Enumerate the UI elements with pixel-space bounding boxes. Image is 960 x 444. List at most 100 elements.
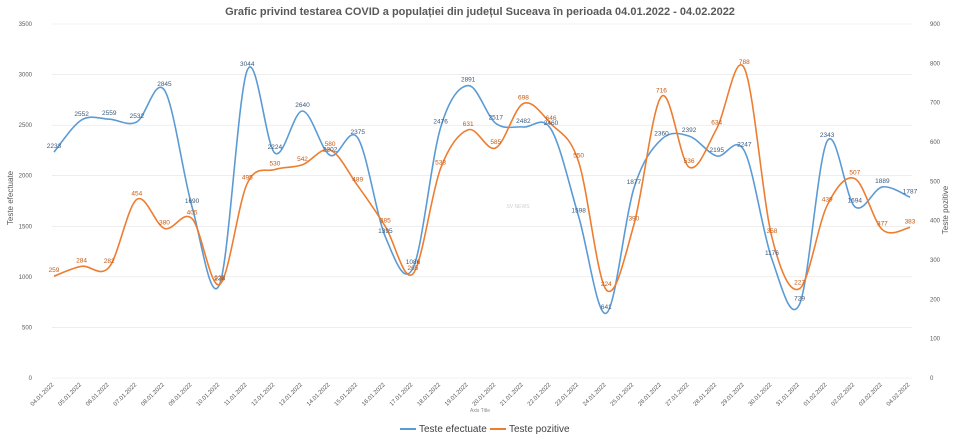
data-label: 2224 bbox=[268, 144, 283, 151]
data-label: 631 bbox=[463, 121, 474, 128]
data-label: 2202 bbox=[323, 146, 338, 153]
x-tick-label: 14.01.2022 bbox=[306, 382, 332, 408]
x-tick-label: 18.01.2022 bbox=[417, 382, 443, 408]
data-label: 788 bbox=[739, 59, 750, 66]
data-label: 2845 bbox=[157, 81, 172, 88]
data-label: 358 bbox=[767, 228, 778, 235]
data-label: 227 bbox=[794, 280, 805, 287]
data-label: 238 bbox=[214, 275, 225, 282]
x-axis-ticks: 04.01.2022 05.01.2022 06.01.2022 07.01.2022… bbox=[30, 382, 912, 408]
legend-label: Teste pozitive bbox=[509, 424, 570, 435]
data-label: 1787 bbox=[903, 188, 918, 195]
y2-tick-label: 100 bbox=[930, 337, 941, 343]
data-label: 383 bbox=[905, 218, 916, 225]
data-label: 405 bbox=[187, 210, 198, 217]
data-label: 641 bbox=[601, 304, 612, 311]
gridlines bbox=[52, 23, 912, 379]
data-label: 377 bbox=[877, 221, 888, 228]
series-line-teste-efectuate bbox=[53, 66, 911, 315]
data-label: 282 bbox=[104, 258, 115, 265]
y2-tick-label: 300 bbox=[930, 258, 941, 264]
data-label: 1877 bbox=[627, 179, 642, 186]
x-tick-label: 20.01.2022 bbox=[472, 382, 498, 408]
x-tick-label: 03.02.2022 bbox=[858, 382, 884, 408]
x-tick-label: 30.01.2022 bbox=[748, 382, 774, 408]
data-label: 380 bbox=[159, 220, 170, 227]
x-tick-label: 31.01.2022 bbox=[775, 382, 801, 408]
x-tick-label: 08.01.2022 bbox=[140, 382, 166, 408]
y-tick-label: 1000 bbox=[19, 275, 33, 281]
data-labels: 2233 2552 2559 2532 2845 1690 928 3044 2224 2640 2… bbox=[47, 59, 918, 311]
data-label: 1694 bbox=[848, 198, 863, 205]
data-label: 2640 bbox=[295, 102, 310, 109]
data-label: 284 bbox=[76, 257, 87, 264]
y2-tick-label: 600 bbox=[930, 140, 941, 146]
y2-tick-label: 500 bbox=[930, 179, 941, 185]
x-tick-label: 13.01.2022 bbox=[278, 382, 304, 408]
data-label: 585 bbox=[490, 139, 501, 146]
data-label: 439 bbox=[822, 196, 833, 203]
x-tick-label: 23.01.2022 bbox=[555, 382, 581, 408]
data-label: 2343 bbox=[820, 132, 835, 139]
data-label: 454 bbox=[131, 190, 142, 197]
x-tick-label: 27.01.2022 bbox=[665, 382, 691, 408]
data-label: 533 bbox=[435, 159, 446, 166]
data-label: 550 bbox=[573, 153, 584, 160]
data-label: 1889 bbox=[875, 178, 890, 185]
x-tick-label: 02.02.2022 bbox=[831, 382, 857, 408]
data-label: 634 bbox=[711, 120, 722, 127]
data-label: 259 bbox=[49, 267, 60, 274]
legend-label: Teste efectuate bbox=[419, 424, 487, 435]
x-tick-label: 12.01.2022 bbox=[251, 382, 277, 408]
x-tick-label: 24.01.2022 bbox=[582, 382, 608, 408]
x-tick-label: 29.01.2022 bbox=[720, 382, 746, 408]
data-label: 928 bbox=[214, 275, 225, 282]
data-label: 2460 bbox=[544, 120, 559, 127]
x-tick-label: 06.01.2022 bbox=[85, 382, 111, 408]
y2-tick-label: 800 bbox=[930, 61, 941, 67]
data-label: 536 bbox=[684, 158, 695, 165]
x-tick-label: 25.01.2022 bbox=[610, 382, 636, 408]
x-tick-label: 01.02.2022 bbox=[803, 382, 829, 408]
y-tick-label: 2000 bbox=[19, 174, 33, 180]
x-tick-label: 19.01.2022 bbox=[444, 382, 470, 408]
x-tick-label: 04.01.2022 bbox=[30, 382, 56, 408]
data-label: 646 bbox=[546, 115, 557, 122]
x-tick-label: 11.01.2022 bbox=[224, 382, 250, 408]
data-label: 2559 bbox=[102, 110, 117, 117]
y2-tick-label: 900 bbox=[930, 22, 941, 28]
data-label: 385 bbox=[380, 218, 391, 225]
data-label: 530 bbox=[269, 161, 280, 168]
x-tick-label: 26.01.2022 bbox=[637, 382, 663, 408]
y-tick-label: 2500 bbox=[19, 123, 33, 129]
x-tick-label: 09.01.2022 bbox=[168, 382, 194, 408]
data-label: 1395 bbox=[378, 228, 393, 235]
data-label: 2247 bbox=[737, 142, 752, 149]
data-label: 698 bbox=[518, 94, 529, 101]
y-tick-label: 3000 bbox=[19, 73, 33, 79]
left-axis-ticks: 0 500 1000 1500 2000 2500 3000 3500 bbox=[19, 22, 33, 382]
data-label: 716 bbox=[656, 87, 667, 94]
data-label: 2532 bbox=[130, 113, 145, 120]
data-label: 2233 bbox=[47, 143, 62, 150]
data-label: 1690 bbox=[185, 198, 200, 205]
right-axis-ticks: 0 100 200 300 400 500 600 700 800 900 bbox=[930, 22, 941, 382]
data-label: 495 bbox=[242, 174, 253, 181]
x-tick-label: 10.01.2022 bbox=[196, 382, 222, 408]
x-tick-label: 22.01.2022 bbox=[527, 382, 553, 408]
right-axis-title: Teste pozitive bbox=[941, 185, 950, 234]
data-label: 489 bbox=[352, 177, 363, 184]
data-label: 507 bbox=[849, 170, 860, 177]
data-label: 2360 bbox=[654, 130, 669, 137]
x-tick-label: 04.02.2022 bbox=[886, 382, 912, 408]
y2-tick-label: 0 bbox=[930, 376, 934, 382]
data-label: 2476 bbox=[433, 119, 448, 126]
data-label: 1086 bbox=[406, 259, 421, 266]
x-tick-label: 05.01.2022 bbox=[58, 382, 84, 408]
y2-tick-label: 400 bbox=[930, 219, 941, 225]
x-tick-label: 07.01.2022 bbox=[113, 382, 139, 408]
data-label: 265 bbox=[408, 265, 419, 272]
x-axis-title: Axis Title bbox=[470, 408, 490, 414]
watermark: SV NEWS bbox=[506, 204, 530, 210]
